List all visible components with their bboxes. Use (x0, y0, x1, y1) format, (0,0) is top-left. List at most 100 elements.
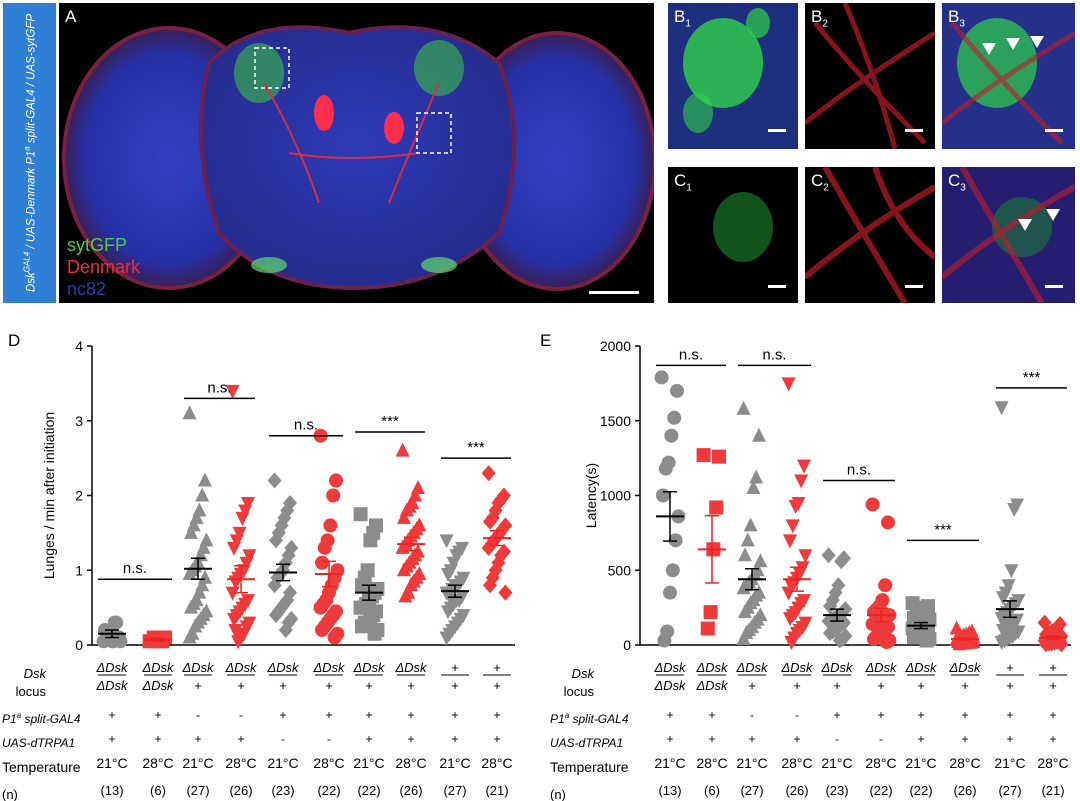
data-point-E (670, 383, 684, 398)
panel-label-d: D (8, 331, 21, 350)
sample-size-D: (23) (271, 783, 294, 798)
temperature-D: 21°C (439, 755, 470, 771)
genotype-trpa1-E: + (917, 732, 924, 746)
genotype-dsk-bottom-D: ΔDsk (141, 678, 175, 693)
data-point-D (235, 511, 250, 526)
genotype-dsk-top-E: ΔDsk (820, 660, 854, 675)
data-point-E (736, 400, 751, 415)
row-label-locus-E: locus (564, 684, 595, 699)
row-label-locus-D: locus (16, 684, 47, 699)
genotype-trpa1-D: - (327, 732, 331, 746)
legend-nc82: nc82 (67, 279, 107, 299)
panel-c2-image: C2 (805, 167, 935, 303)
data-point-D (483, 513, 497, 530)
data-point-E (994, 636, 1009, 651)
data-point-E (865, 497, 880, 512)
genotype-trpa1-D: + (154, 732, 161, 746)
genotype-dsk-bottom-D: + (325, 678, 333, 693)
genotype-trpa1-D: - (281, 732, 285, 746)
genotype-p1-E: + (833, 708, 840, 722)
row-label-dsk-D: Dsk (24, 666, 48, 681)
data-point-E (667, 410, 682, 425)
genotype-dsk-top-E: ΔDsk (695, 660, 729, 675)
scale-bar (905, 285, 923, 288)
genotype-dsk-top-E: ΔDsk (735, 660, 769, 675)
sample-size-D: (22) (317, 783, 340, 798)
sample-size-E: (23) (825, 783, 848, 798)
panel-label-c1: C1 (674, 171, 692, 194)
data-point-D (231, 635, 246, 650)
temperature-E: 21°C (736, 755, 767, 771)
panel-b1-image: B1 (668, 3, 798, 149)
y-tick-label-E: 2000 (600, 338, 631, 354)
significance-label-D: n.s. (123, 560, 147, 577)
data-point-D (228, 624, 243, 639)
genotype-dsk-top-D: + (451, 660, 459, 675)
sample-size-D: (6) (150, 783, 166, 798)
data-point-E (743, 517, 758, 532)
genotype-dsk-top-E: + (1049, 660, 1057, 675)
genotype-p1-D: + (493, 708, 500, 722)
y-axis-label-E: Latency(s) (583, 463, 599, 528)
row-label-p1-E: P1a split-GAL4 (550, 711, 629, 726)
sample-size-D: (27) (443, 783, 466, 798)
genotype-dsk-bottom-D: + (194, 678, 202, 693)
panel-label-b3: B3 (948, 7, 965, 30)
data-point-D (355, 619, 369, 634)
data-point-E (821, 547, 836, 564)
data-point-D (225, 586, 240, 601)
data-point-E (1001, 579, 1016, 594)
data-point-E (752, 427, 766, 442)
genotype-trpa1-E: + (748, 732, 755, 746)
data-point-E (712, 449, 726, 464)
significance-label-E: n.s. (847, 462, 871, 479)
data-point-E (783, 612, 797, 627)
data-point-D (481, 539, 496, 556)
genotype-dsk-bottom-E: + (961, 678, 969, 693)
data-point-E (1007, 502, 1022, 517)
temperature-D: 21°C (267, 755, 298, 771)
temperature-D: 28°C (142, 755, 173, 771)
sample-size-E: (6) (704, 783, 720, 798)
data-point-E (952, 636, 967, 651)
row-label-trpa1-D: UAS-dTRPA1 (2, 736, 75, 750)
data-point-D (229, 534, 244, 549)
row-label-temperature-D: Temperature (2, 759, 81, 775)
panel-label-a: A (65, 7, 77, 26)
temperature-D: 28°C (225, 755, 256, 771)
data-point-D (232, 526, 247, 541)
genotype-dsk-top-D: ΔDsk (95, 660, 129, 675)
y-tick-label-D: 4 (75, 338, 83, 354)
genotype-dsk-top-D: ΔDsk (266, 660, 300, 675)
data-point-E (996, 591, 1010, 606)
data-point-E (784, 636, 799, 651)
genotype-dsk-top-D: ΔDsk (141, 660, 175, 675)
data-point-E (1054, 636, 1069, 653)
data-point-E (907, 630, 921, 645)
genotype-p1-E: + (1006, 708, 1013, 722)
data-point-E (738, 547, 752, 562)
data-point-D (367, 626, 382, 641)
genotype-p1-E: + (877, 708, 884, 722)
data-point-D (278, 622, 293, 639)
genotype-dsk-bottom-D: + (237, 678, 245, 693)
genotype-dsk-top-E: ΔDsk (780, 660, 814, 675)
data-point-D (398, 588, 413, 603)
data-point-D (198, 472, 212, 487)
genotype-p1-E: - (795, 708, 799, 722)
genotype-p1-D: + (154, 708, 161, 722)
data-point-D (107, 615, 122, 630)
data-point-E (996, 624, 1010, 639)
temperature-D: 21°C (96, 755, 127, 771)
scale-bar (589, 291, 639, 294)
data-point-E (794, 474, 809, 489)
genotype-p1-D: + (365, 708, 372, 722)
scale-bar (905, 129, 923, 132)
genotype-dsk-bottom-E: ΔDsk (653, 678, 687, 693)
data-point-D (315, 623, 329, 638)
genotype-p1-E: + (917, 708, 924, 722)
data-point-E (736, 580, 751, 595)
genotype-dsk-bottom-E: + (1006, 678, 1014, 693)
y-tick-label-D: 1 (75, 562, 83, 578)
genotype-side-band: DskGAL4 / UAS-Denmark P1a split-GAL4 / U… (3, 3, 56, 303)
